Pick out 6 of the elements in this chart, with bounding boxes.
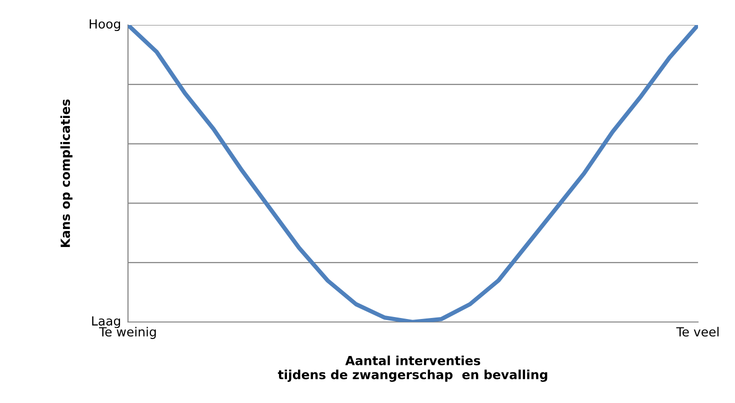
x-tick-label: Te veel [676, 326, 719, 337]
text: Hoog [90, 19, 120, 32]
y-axis-title: Kans op complicaties [60, 99, 72, 247]
x-tick-label: Te weinig [99, 326, 156, 339]
x-axis-title: Aantal interventies tijdens de zwangerschap en bevalling [278, 356, 548, 382]
text: Laag [92, 316, 120, 328]
